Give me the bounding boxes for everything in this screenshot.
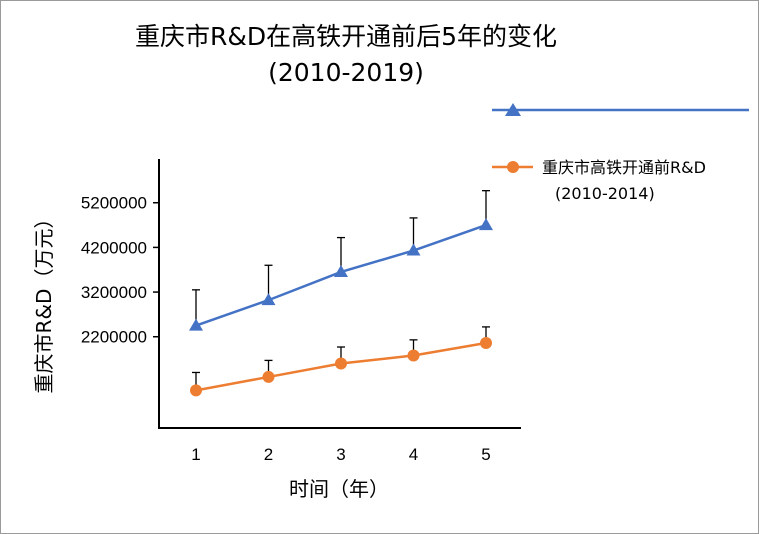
x-tick-label: 4 — [409, 445, 418, 464]
y-tick-label: 3200000 — [81, 283, 147, 302]
y-ticks: 2200000 3200000 4200000 5200000 — [81, 194, 159, 347]
legend-marker-series-2 — [507, 161, 519, 173]
x-tick-label: 3 — [336, 445, 345, 464]
data-point-circle — [190, 384, 202, 397]
y-tick-label: 5200000 — [81, 194, 147, 213]
data-point-triangle — [406, 243, 421, 256]
y-tick-label: 4200000 — [81, 238, 147, 257]
series-1 — [189, 190, 493, 331]
y-axis-title: 重庆市R&D（万元） — [32, 209, 56, 394]
data-point-triangle — [334, 264, 348, 277]
x-axis-title: 时间（年） — [289, 477, 389, 501]
data-point-triangle — [261, 293, 276, 306]
legend-label-series-2-years: (2010-2014) — [555, 184, 655, 203]
chart-subtitle: (2010-2019) — [268, 58, 424, 87]
series-2 — [190, 326, 492, 397]
x-tick-label: 2 — [264, 445, 273, 464]
chart-title: 重庆市R&D在高铁开通前后5年的变化 — [135, 22, 557, 51]
x-tick-label: 1 — [191, 445, 200, 464]
data-point-circle — [335, 357, 347, 370]
x-ticks: 1 2 3 4 5 — [191, 445, 490, 464]
data-point-circle — [480, 336, 492, 349]
legend-marker-series-1 — [505, 103, 521, 116]
series-group — [189, 190, 493, 397]
legend-label-series-2: 重庆市高铁开通前R&D — [542, 158, 706, 177]
data-point-circle — [262, 370, 275, 383]
data-point-circle — [407, 349, 420, 362]
x-tick-label: 5 — [481, 445, 490, 464]
legend: 重庆市高铁开通前R&D (2010-2014) — [492, 103, 749, 203]
data-point-triangle — [479, 218, 493, 231]
y-tick-label: 2200000 — [81, 328, 147, 347]
data-point-triangle — [189, 318, 203, 331]
